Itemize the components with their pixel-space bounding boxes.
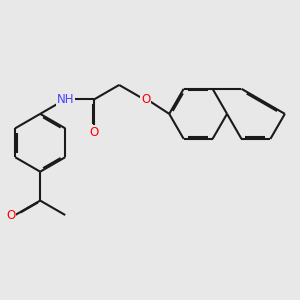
Text: O: O xyxy=(89,126,99,139)
Text: O: O xyxy=(6,208,15,221)
Text: O: O xyxy=(141,93,150,106)
Text: NH: NH xyxy=(56,93,74,106)
